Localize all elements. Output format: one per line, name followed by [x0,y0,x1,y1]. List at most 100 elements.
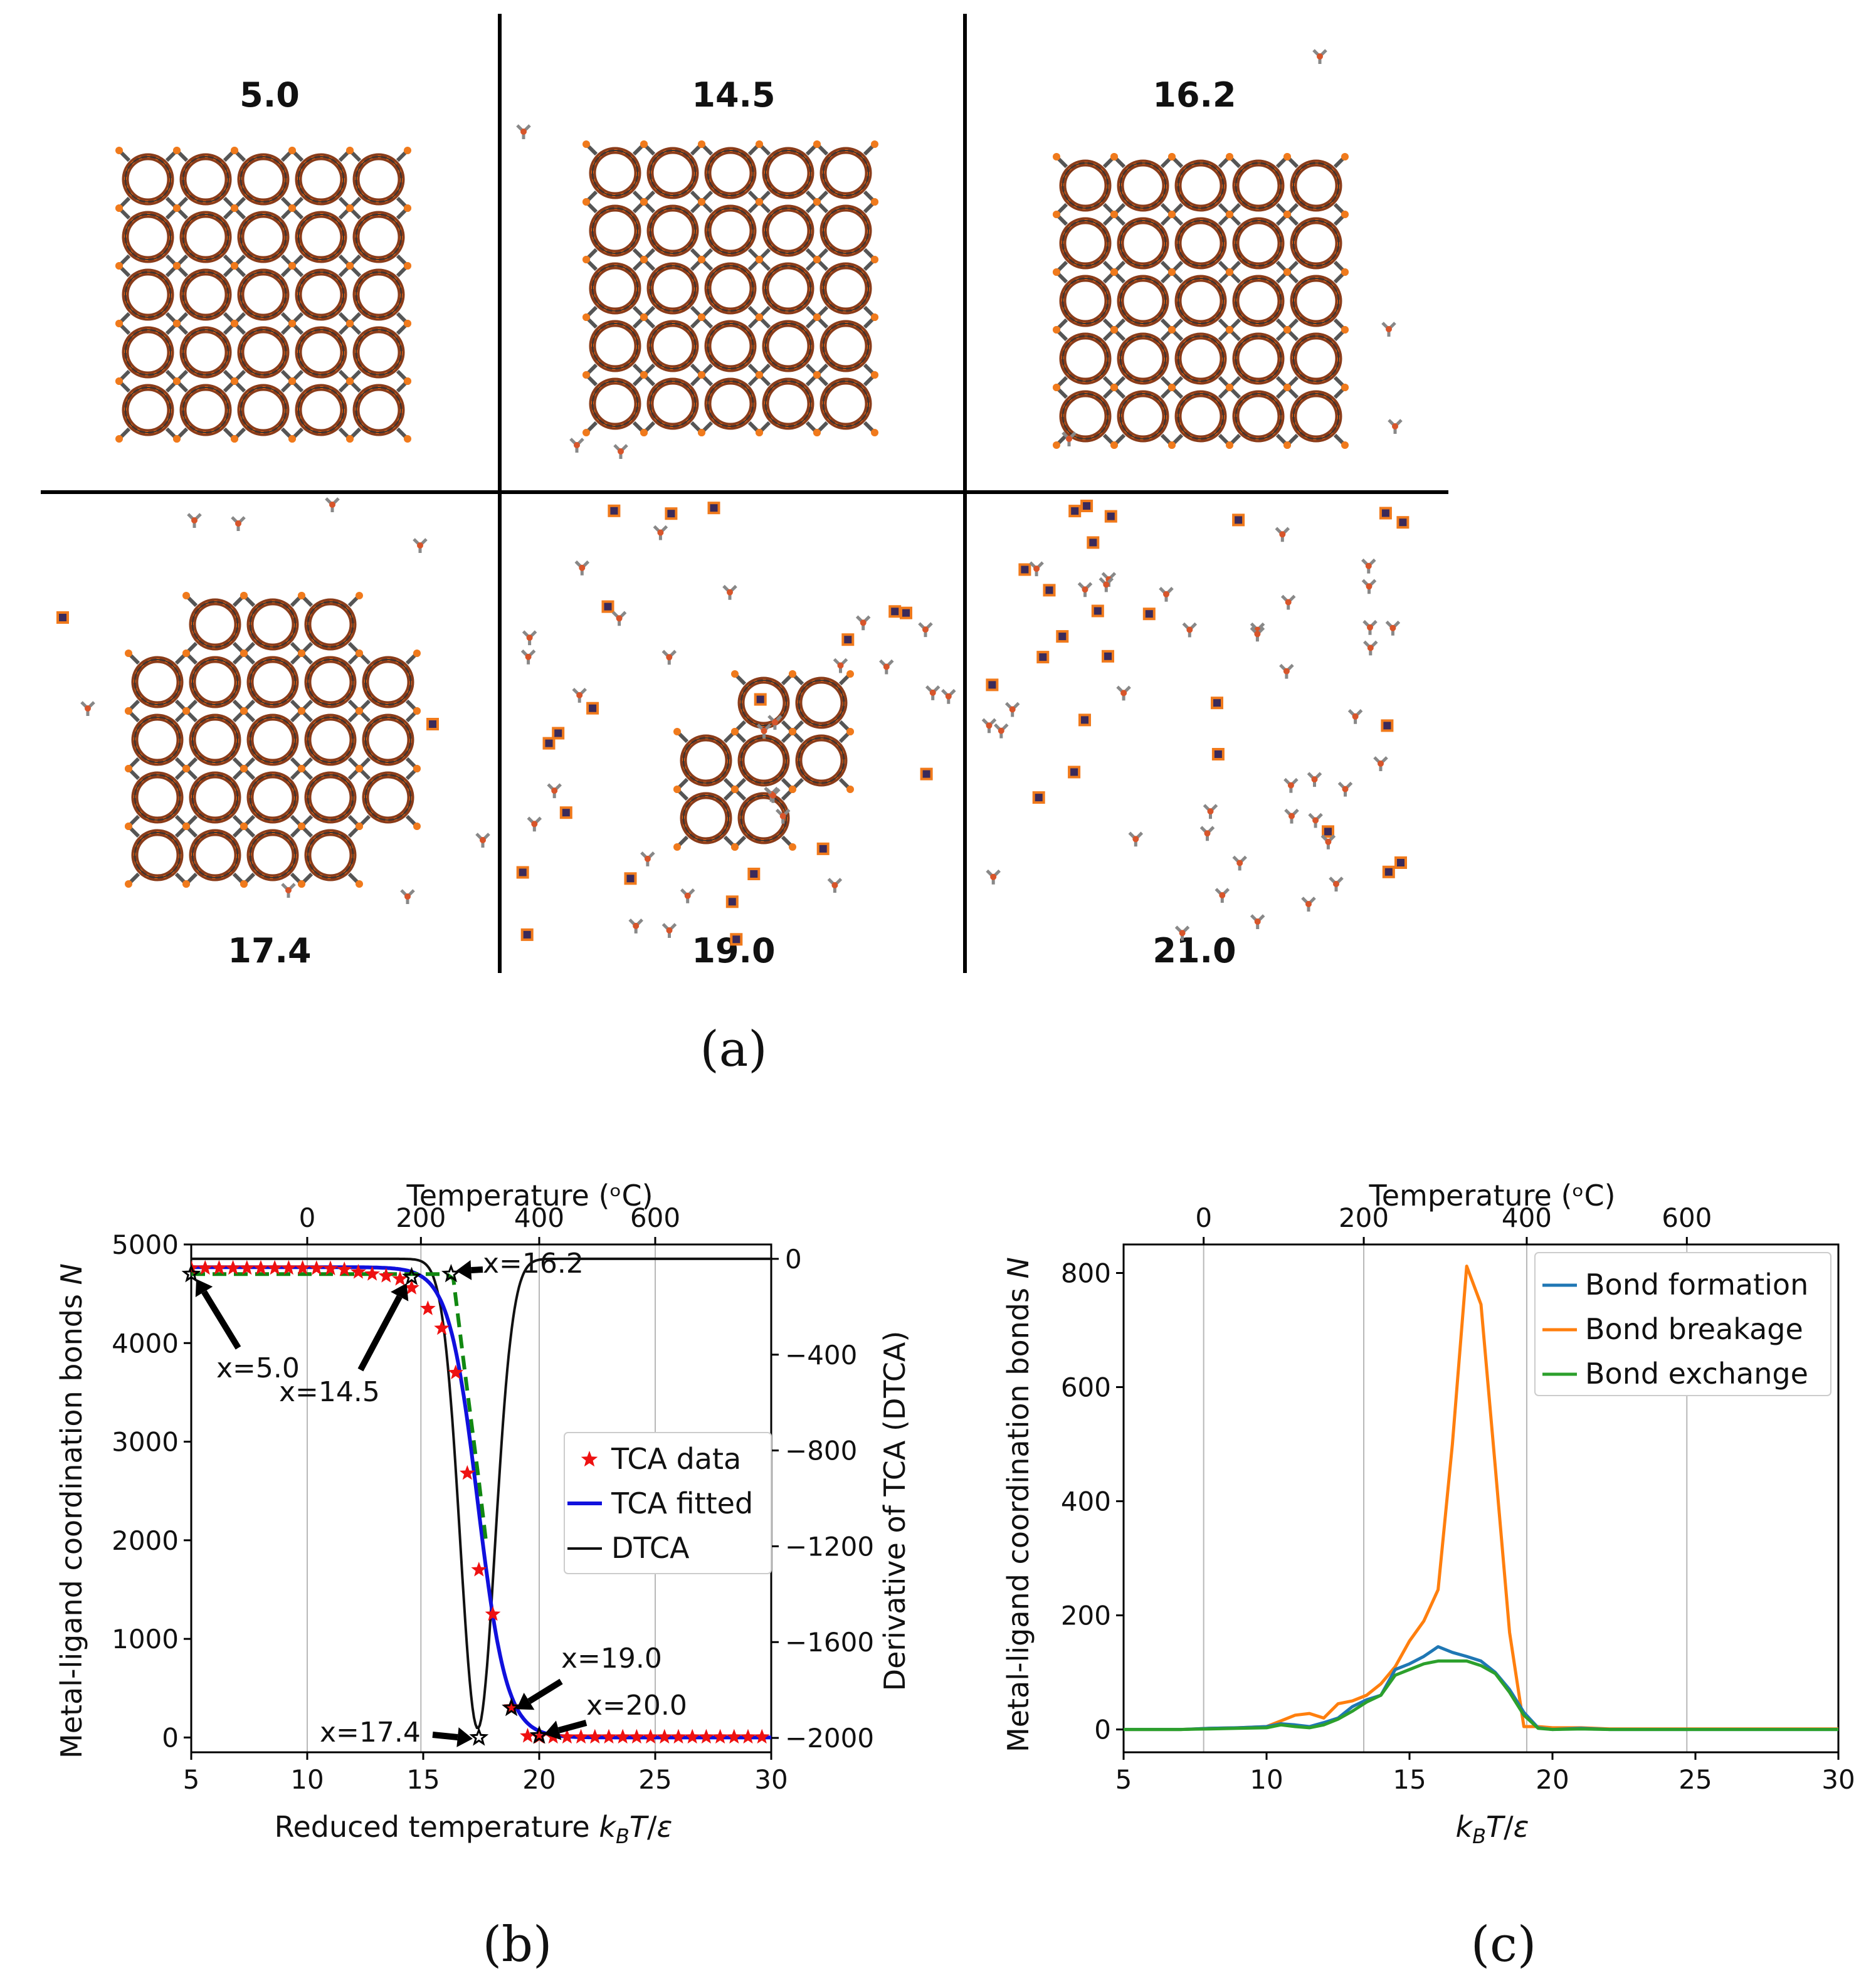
snapshot-label: 14.5 [692,75,775,115]
lattice-cell [1053,268,1118,334]
fragment [1394,856,1407,869]
fragment [641,853,654,866]
b-annotation-text: x=5.0 [216,1352,300,1384]
lattice-cell [1110,211,1176,276]
fragment [707,502,720,515]
b-annotation-arrowhead [391,1283,409,1302]
fragment [880,661,893,675]
b-xtick-label: 20 [522,1764,556,1795]
snapshot-14-5: 14.5 [517,75,878,459]
lattice-cell [298,592,363,657]
c-legend-entry: Bond breakage [1585,1312,1803,1346]
b-annotation-marker [529,1725,549,1744]
fragment [1396,516,1410,529]
c-xtick-label: 20 [1536,1764,1569,1795]
lattice-cell [1226,384,1291,449]
c-ytick-label: 400 [1061,1486,1111,1517]
b-point-tca [420,1300,436,1315]
b-legend: TCA data TCA fitted DTCA [564,1432,772,1574]
lattice-cell [115,147,181,212]
lattice-cell [346,147,411,212]
c-xtick-label: 30 [1821,1764,1855,1795]
b-point-tca [239,1260,255,1275]
b-top-tick-label: 600 [630,1202,680,1233]
lattice-cell [1053,211,1118,276]
b-point-tca [503,1698,519,1714]
c-legend-entry: Bond exchange [1585,1357,1808,1391]
lattice-cell [1226,268,1291,334]
b-annotation-arrowhead [516,1693,535,1710]
fragment [663,651,675,665]
b-xtick-label: 10 [290,1764,324,1795]
panel-a-label: (a) [700,1021,767,1078]
lattice-cell [698,313,763,379]
c-axes: 5 10 15 20 25 30 0 200 400 600 0 200 400 600 800 Bond f… [1061,1202,1855,1795]
fragment [1091,604,1104,618]
fragment [1104,510,1117,523]
fragment [630,920,642,934]
fragment [1379,507,1392,520]
lattice-cell [1168,211,1233,276]
b-annotation-marker [181,1263,201,1283]
b-ytick-label: 5000 [112,1229,179,1260]
b-point-tca [754,1728,770,1744]
fragment [559,806,572,819]
lattice-cell [288,147,354,212]
fragment [747,868,761,880]
b-ytick-label: 4000 [112,1328,179,1359]
lattice-cell [231,377,296,443]
fragment [1382,865,1395,878]
fragment [1160,588,1172,602]
c-xlabel: kBT/ε [1455,1810,1529,1848]
lattice-cell [288,262,354,327]
fragments [516,502,955,946]
b-y2label: Derivative of TCA (DTCA) [878,1331,912,1691]
b-point-tca [281,1260,297,1275]
lattice-cell [125,650,190,715]
b-xtick-label: 25 [638,1764,672,1795]
fragment [1374,757,1387,771]
fragment [520,928,534,941]
fragment [1216,889,1228,903]
fragment [542,737,556,750]
lattice-cell [240,592,305,657]
b-point-tca [448,1364,464,1379]
b-legend-box [564,1432,772,1574]
snapshot-16-2: 16.2 [1053,50,1401,449]
fragment [927,686,939,700]
b-y2tick-label: −800 [785,1436,857,1466]
fragment [986,678,999,692]
b-annotation-text: x=14.5 [279,1376,380,1408]
lattice-cell [813,140,878,206]
b-annotation-arrow [432,1732,458,1740]
fragment [1232,513,1245,527]
fragment [524,631,536,645]
lattice-cell [182,592,248,657]
fragment [1309,773,1321,787]
fragment [857,616,870,630]
lattice [582,140,878,436]
fragment [920,767,933,781]
fragments [983,500,1410,940]
c-top-tick-label: 600 [1662,1202,1712,1233]
fragment [1309,814,1322,828]
lattice-cell [231,147,296,212]
lattice-cell [125,707,190,772]
b-point-tca [670,1728,687,1744]
c-line-bond-exchange [1124,1659,1838,1732]
fragment [522,651,535,665]
b-annotation-text: x=20.0 [586,1690,687,1722]
lattice-cell [115,377,181,443]
lattice-cell [582,371,648,436]
b-annotation-arrowhead [456,1727,473,1747]
chart-b: Temperature (ᵒC) Reduced temperature kBT… [55,1179,912,1973]
lattice-cell [288,204,354,270]
b-point-tca [485,1606,501,1621]
b-annotation-text: x=17.4 [320,1717,421,1749]
b-xtick-label: 5 [183,1764,200,1795]
lattice-cell [356,650,421,715]
b-annotation-text: x=19.0 [561,1643,662,1675]
fragment [987,871,999,885]
b-annotation-arrowhead [544,1720,562,1740]
